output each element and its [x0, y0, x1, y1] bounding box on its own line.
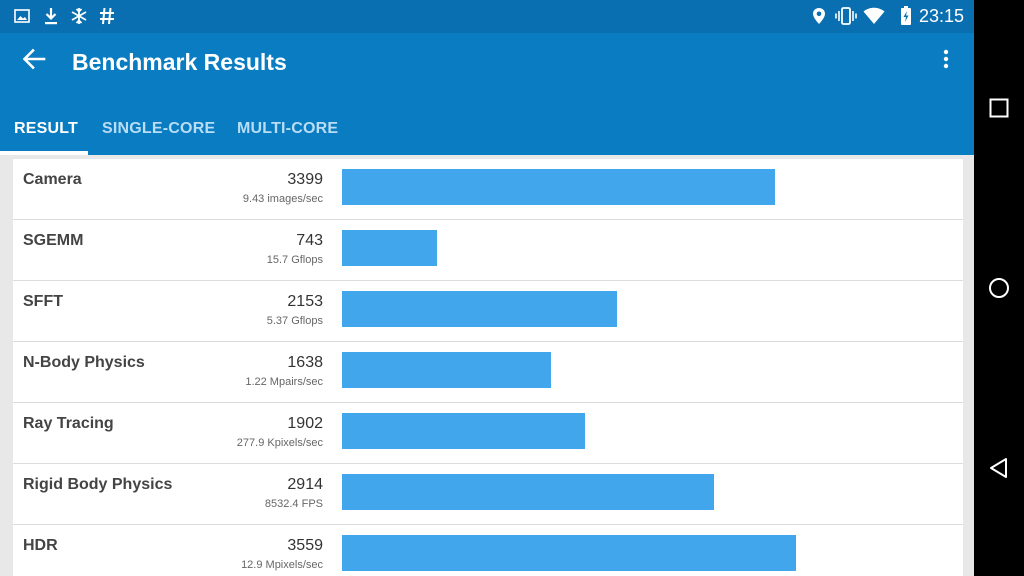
- tab-indicator: [0, 151, 88, 155]
- result-row-ray-tracing: Ray Tracing 1902 277.9 Kpixels/sec: [13, 403, 963, 464]
- result-name: SGEMM: [23, 232, 84, 249]
- image-icon: [13, 6, 31, 26]
- snowflake-icon: [69, 6, 89, 26]
- result-row-camera: Camera 3399 9.43 images/sec: [13, 159, 963, 220]
- page-title: Benchmark Results: [72, 49, 287, 75]
- tab-result[interactable]: RESULT: [14, 120, 79, 137]
- tab-multi-core[interactable]: MULTI-CORE: [237, 120, 339, 137]
- overflow-menu-icon[interactable]: [934, 47, 958, 71]
- result-row-n-body-physics: N-Body Physics 1638 1.22 Mpairs/sec: [13, 342, 963, 403]
- result-score: 743: [296, 232, 323, 249]
- result-detail: 15.7 Gflops: [266, 254, 323, 266]
- result-detail: 12.9 Mpixels/sec: [241, 559, 323, 571]
- result-detail: 5.37 Gflops: [266, 315, 323, 327]
- result-name: Rigid Body Physics: [23, 476, 173, 493]
- home-circle-icon[interactable]: [987, 276, 1011, 300]
- result-bar: [342, 413, 585, 449]
- result-name: N-Body Physics: [23, 354, 145, 371]
- result-bar: [342, 169, 775, 205]
- result-score: 2153: [287, 293, 323, 310]
- tab-single-core[interactable]: SINGLE-CORE: [102, 120, 216, 137]
- navigation-bar: [974, 0, 1024, 576]
- result-row-hdr: HDR 3559 12.9 Mpixels/sec: [13, 525, 963, 576]
- result-detail: 9.43 images/sec: [242, 193, 323, 205]
- result-name: HDR: [23, 537, 58, 554]
- result-detail: 277.9 Kpixels/sec: [236, 437, 323, 449]
- app-bar: Benchmark Results RESULT SINGLE-CORE MUL…: [0, 33, 974, 155]
- result-row-sfft: SFFT 2153 5.37 Gflops: [13, 281, 963, 342]
- result-detail: 8532.4 FPS: [264, 498, 323, 510]
- result-score: 1902: [287, 415, 323, 432]
- result-name: Ray Tracing: [23, 415, 114, 432]
- result-name: SFFT: [23, 293, 63, 310]
- status-clock: 23:15: [918, 6, 964, 26]
- result-score: 1638: [287, 354, 323, 371]
- wifi-icon: [863, 6, 885, 26]
- result-bar: [342, 230, 437, 266]
- result-bar: [342, 291, 617, 327]
- result-name: Camera: [23, 171, 82, 188]
- result-detail: 1.22 Mpairs/sec: [245, 376, 323, 388]
- results-list[interactable]: Camera 3399 9.43 images/sec SGEMM 743 15…: [13, 159, 963, 576]
- result-score: 3399: [287, 171, 323, 188]
- result-bar: [342, 352, 551, 388]
- result-bar: [342, 474, 714, 510]
- result-score: 2914: [287, 476, 323, 493]
- result-bar: [342, 535, 796, 571]
- status-bar: 23:15: [0, 0, 974, 33]
- battery-charging-icon: [898, 6, 914, 26]
- recents-square-icon[interactable]: [987, 96, 1011, 120]
- hash-icon: [98, 6, 116, 26]
- back-arrow-icon[interactable]: [20, 45, 48, 73]
- location-icon: [810, 6, 828, 26]
- back-triangle-icon[interactable]: [987, 456, 1011, 480]
- download-icon: [42, 6, 60, 26]
- app-window: 23:15 Benchmark Results RESULT SINGLE-CO…: [0, 0, 974, 576]
- result-row-rigid-body-physics: Rigid Body Physics 2914 8532.4 FPS: [13, 464, 963, 525]
- result-row-sgemm: SGEMM 743 15.7 Gflops: [13, 220, 963, 281]
- result-score: 3559: [287, 537, 323, 554]
- vibrate-icon: [834, 6, 858, 26]
